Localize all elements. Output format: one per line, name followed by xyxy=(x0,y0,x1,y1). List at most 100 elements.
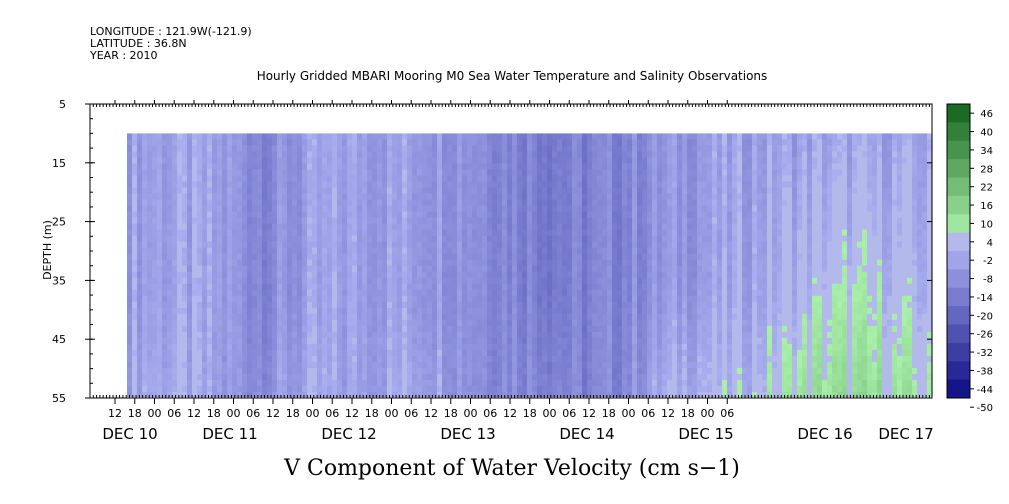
heatmap-cell xyxy=(127,313,133,321)
heatmap-cell xyxy=(517,229,523,237)
heatmap-cell xyxy=(567,295,573,303)
heatmap-cell xyxy=(472,337,478,345)
heatmap-cell xyxy=(312,223,318,231)
heatmap-cell xyxy=(577,217,583,225)
heatmap-cell xyxy=(557,199,563,207)
heatmap-cell xyxy=(212,247,218,255)
heatmap-cell xyxy=(302,211,308,219)
heatmap-cell xyxy=(647,313,653,321)
heatmap-cell xyxy=(662,187,668,195)
heatmap-cell xyxy=(457,283,463,291)
heatmap-cell xyxy=(227,211,233,219)
heatmap-cell xyxy=(167,247,173,255)
heatmap-cell xyxy=(267,163,273,171)
heatmap-cell xyxy=(372,331,378,339)
heatmap-cell xyxy=(647,157,653,165)
heatmap-cell xyxy=(292,331,298,339)
heatmap-cell xyxy=(312,265,318,273)
heatmap-cell xyxy=(292,157,298,165)
heatmap-cell xyxy=(322,199,328,207)
heatmap-cell xyxy=(672,133,678,141)
heatmap-cell xyxy=(172,163,178,171)
heatmap-cell xyxy=(387,217,393,225)
heatmap-cell xyxy=(212,367,218,375)
heatmap-cell xyxy=(277,205,283,213)
heatmap-cell xyxy=(167,199,173,207)
heatmap-cell xyxy=(262,265,268,273)
heatmap-cell xyxy=(462,241,468,249)
heatmap-cell xyxy=(372,385,378,393)
heatmap-cell xyxy=(642,307,648,315)
heatmap-cell xyxy=(617,145,623,153)
heatmap-cell xyxy=(522,319,528,327)
heatmap-cell xyxy=(342,193,348,201)
heatmap-cell xyxy=(657,151,663,159)
heatmap-cell xyxy=(307,205,313,213)
heatmap-cell xyxy=(167,367,173,375)
heatmap-cell xyxy=(357,247,363,255)
heatmap-cell xyxy=(357,193,363,201)
heatmap-cell xyxy=(187,193,193,201)
heatmap-cell xyxy=(612,139,618,147)
heatmap-cell xyxy=(152,205,158,213)
heatmap-cell xyxy=(372,259,378,267)
heatmap-cell xyxy=(257,253,263,261)
heatmap-cell xyxy=(297,259,303,267)
heatmap-cell xyxy=(582,373,588,381)
heatmap-cell xyxy=(462,169,468,177)
heatmap-cell xyxy=(232,175,238,183)
heatmap-cell xyxy=(482,361,488,369)
heatmap-cell xyxy=(502,283,508,291)
heatmap-cell xyxy=(307,175,313,183)
heatmap-cell xyxy=(147,247,153,255)
heatmap-cell xyxy=(222,139,228,147)
heatmap-cell xyxy=(632,361,638,369)
heatmap-cell xyxy=(592,391,598,397)
heatmap-cell xyxy=(522,211,528,219)
heatmap-cell xyxy=(477,133,483,141)
heatmap-cell xyxy=(172,295,178,303)
heatmap-cell xyxy=(297,181,303,189)
heatmap-cell xyxy=(362,355,368,363)
heatmap-cell xyxy=(662,379,668,387)
heatmap-cell xyxy=(647,247,653,255)
heatmap-cell xyxy=(492,337,498,345)
heatmap-cell xyxy=(332,367,338,375)
heatmap-cell xyxy=(202,373,208,381)
heatmap-cell xyxy=(347,193,353,201)
heatmap-cell xyxy=(467,307,473,315)
heatmap-cell xyxy=(367,355,373,363)
heatmap-cell xyxy=(347,355,353,363)
heatmap-cell xyxy=(292,217,298,225)
heatmap-cell xyxy=(287,391,293,397)
heatmap-cell xyxy=(137,217,143,225)
heatmap-cell xyxy=(617,211,623,219)
heatmap-cell xyxy=(567,391,573,397)
heatmap-cell xyxy=(357,199,363,207)
heatmap-cell xyxy=(567,283,573,291)
heatmap-cell xyxy=(587,337,593,345)
heatmap-cell xyxy=(302,181,308,189)
heatmap-cell xyxy=(267,253,273,261)
heatmap-cell xyxy=(497,229,503,237)
heatmap-cell xyxy=(482,271,488,279)
heatmap-cell xyxy=(187,259,193,267)
heatmap-cell xyxy=(282,205,288,213)
heatmap-cell xyxy=(447,199,453,207)
heatmap-cell xyxy=(562,295,568,303)
heatmap-cell xyxy=(582,217,588,225)
heatmap-cell xyxy=(597,259,603,267)
heatmap-cell xyxy=(327,241,333,249)
heatmap-cell xyxy=(517,343,523,351)
heatmap-cell xyxy=(477,211,483,219)
heatmap-cell xyxy=(532,247,538,255)
heatmap-cell xyxy=(487,313,493,321)
heatmap-cell xyxy=(247,313,253,321)
heatmap-cell xyxy=(192,229,198,237)
heatmap-cell xyxy=(597,247,603,255)
heatmap-cell xyxy=(477,325,483,333)
heatmap-cell xyxy=(357,223,363,231)
heatmap-cell xyxy=(462,199,468,207)
heatmap-cell xyxy=(442,241,448,249)
heatmap-cell xyxy=(127,211,133,219)
